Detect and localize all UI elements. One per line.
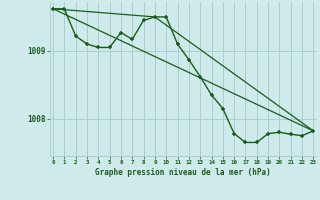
X-axis label: Graphe pression niveau de la mer (hPa): Graphe pression niveau de la mer (hPa) xyxy=(95,168,271,177)
